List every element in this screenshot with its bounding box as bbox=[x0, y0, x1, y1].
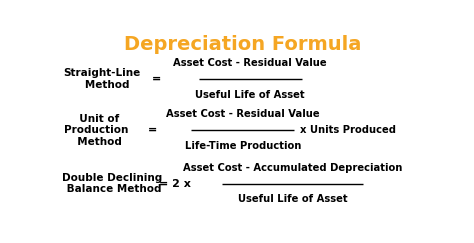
Text: =: = bbox=[148, 125, 157, 135]
Text: = 2 x: = 2 x bbox=[159, 179, 191, 189]
Text: Straight-Line
   Method: Straight-Line Method bbox=[63, 68, 140, 89]
Text: Asset Cost - Accumulated Depreciation: Asset Cost - Accumulated Depreciation bbox=[183, 163, 402, 173]
Text: Unit of
Production
  Method: Unit of Production Method bbox=[64, 113, 128, 147]
Text: =: = bbox=[152, 74, 161, 84]
Text: Life-Time Production: Life-Time Production bbox=[185, 141, 301, 151]
Text: Asset Cost - Residual Value: Asset Cost - Residual Value bbox=[166, 109, 320, 119]
Text: Double Declining
 Balance Method: Double Declining Balance Method bbox=[63, 173, 163, 194]
Text: Asset Cost - Residual Value: Asset Cost - Residual Value bbox=[173, 58, 327, 68]
Text: Useful Life of Asset: Useful Life of Asset bbox=[195, 90, 305, 100]
Text: Useful Life of Asset: Useful Life of Asset bbox=[237, 194, 347, 204]
Text: Depreciation Formula: Depreciation Formula bbox=[124, 35, 362, 54]
Text: x Units Produced: x Units Produced bbox=[300, 125, 396, 135]
